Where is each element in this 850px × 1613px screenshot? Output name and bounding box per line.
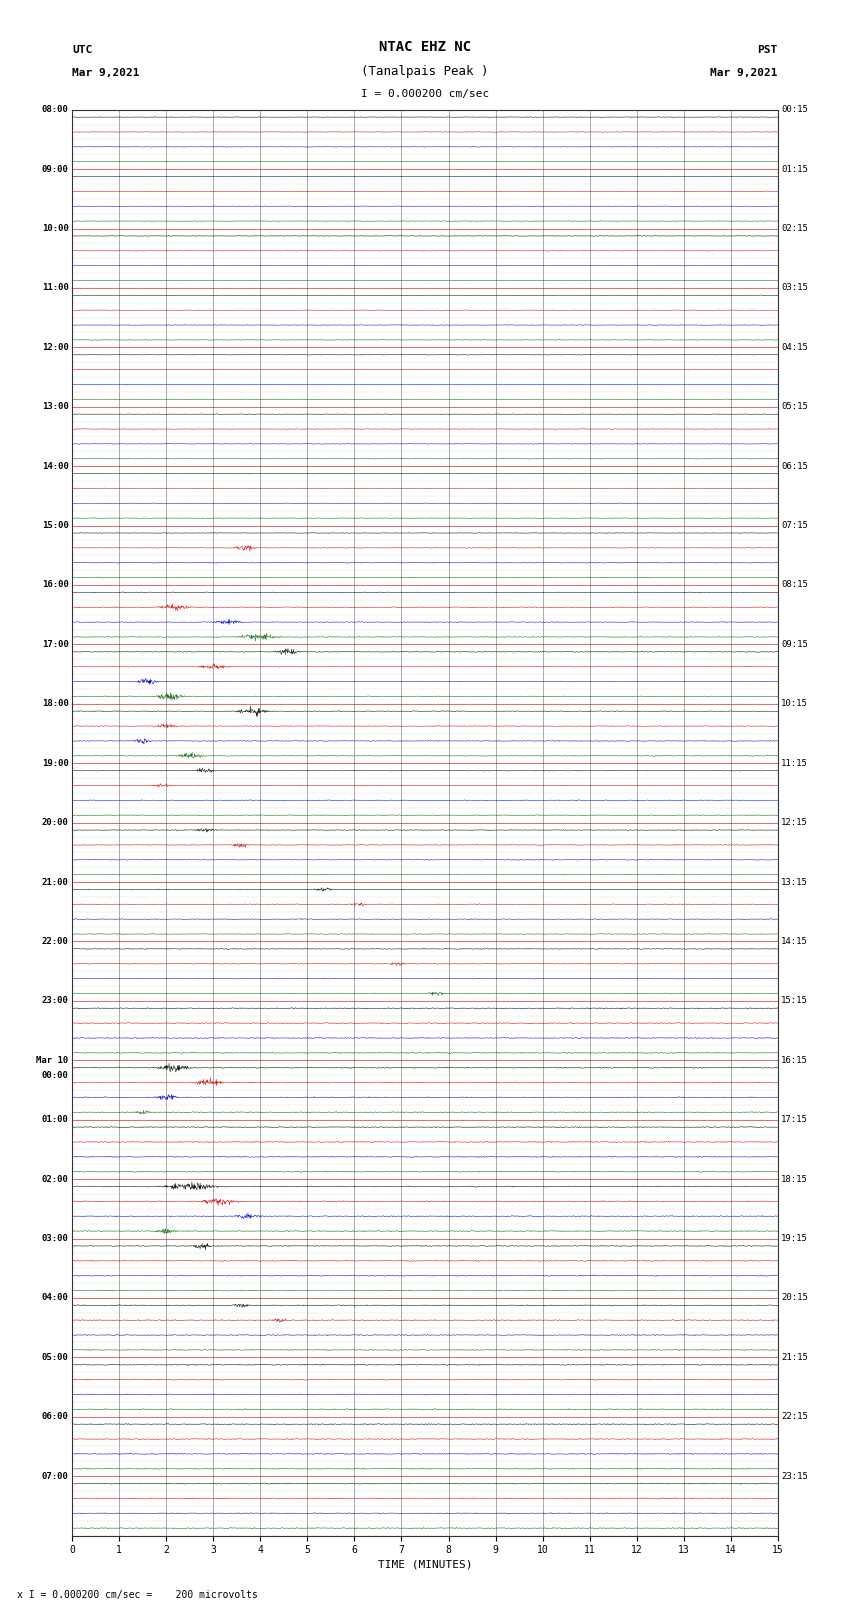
Text: 12:15: 12:15 [781,818,808,827]
Text: PST: PST [757,45,778,55]
Text: 03:15: 03:15 [781,284,808,292]
Text: 06:15: 06:15 [781,461,808,471]
Text: 15:15: 15:15 [781,997,808,1005]
Text: 19:15: 19:15 [781,1234,808,1244]
Text: Mar 9,2021: Mar 9,2021 [72,68,139,77]
Text: 05:15: 05:15 [781,402,808,411]
Text: 17:15: 17:15 [781,1115,808,1124]
Text: 10:15: 10:15 [781,700,808,708]
Text: 13:15: 13:15 [781,877,808,887]
Text: 20:00: 20:00 [42,818,69,827]
Text: 21:15: 21:15 [781,1353,808,1361]
Text: Mar 9,2021: Mar 9,2021 [711,68,778,77]
Text: 23:15: 23:15 [781,1471,808,1481]
Text: 02:00: 02:00 [42,1174,69,1184]
Text: 23:00: 23:00 [42,997,69,1005]
Text: 01:15: 01:15 [781,165,808,174]
Text: 14:15: 14:15 [781,937,808,945]
Text: 04:00: 04:00 [42,1294,69,1302]
Text: 15:00: 15:00 [42,521,69,531]
Text: 18:00: 18:00 [42,700,69,708]
Text: Mar 10: Mar 10 [37,1057,69,1065]
Text: 18:15: 18:15 [781,1174,808,1184]
Text: 02:15: 02:15 [781,224,808,232]
Text: UTC: UTC [72,45,93,55]
Text: 11:15: 11:15 [781,758,808,768]
Text: 14:00: 14:00 [42,461,69,471]
Text: 20:15: 20:15 [781,1294,808,1302]
Text: 04:15: 04:15 [781,344,808,352]
Text: 13:00: 13:00 [42,402,69,411]
Text: NTAC EHZ NC: NTAC EHZ NC [379,40,471,55]
Text: 11:00: 11:00 [42,284,69,292]
Text: 00:15: 00:15 [781,105,808,115]
Text: 17:00: 17:00 [42,640,69,648]
Text: 12:00: 12:00 [42,344,69,352]
Text: 01:00: 01:00 [42,1115,69,1124]
Text: 10:00: 10:00 [42,224,69,232]
Text: 06:00: 06:00 [42,1413,69,1421]
Text: x I = 0.000200 cm/sec =    200 microvolts: x I = 0.000200 cm/sec = 200 microvolts [17,1590,258,1600]
Text: 05:00: 05:00 [42,1353,69,1361]
Text: 07:00: 07:00 [42,1471,69,1481]
Text: 22:00: 22:00 [42,937,69,945]
Text: 16:15: 16:15 [781,1057,808,1065]
X-axis label: TIME (MINUTES): TIME (MINUTES) [377,1560,473,1569]
Text: (Tanalpais Peak ): (Tanalpais Peak ) [361,65,489,77]
Text: I = 0.000200 cm/sec: I = 0.000200 cm/sec [361,89,489,98]
Text: 00:00: 00:00 [42,1071,69,1079]
Text: 08:00: 08:00 [42,105,69,115]
Text: 09:15: 09:15 [781,640,808,648]
Text: 16:00: 16:00 [42,581,69,589]
Text: 22:15: 22:15 [781,1413,808,1421]
Text: 21:00: 21:00 [42,877,69,887]
Text: 19:00: 19:00 [42,758,69,768]
Text: 09:00: 09:00 [42,165,69,174]
Text: 08:15: 08:15 [781,581,808,589]
Text: 07:15: 07:15 [781,521,808,531]
Text: 03:00: 03:00 [42,1234,69,1244]
